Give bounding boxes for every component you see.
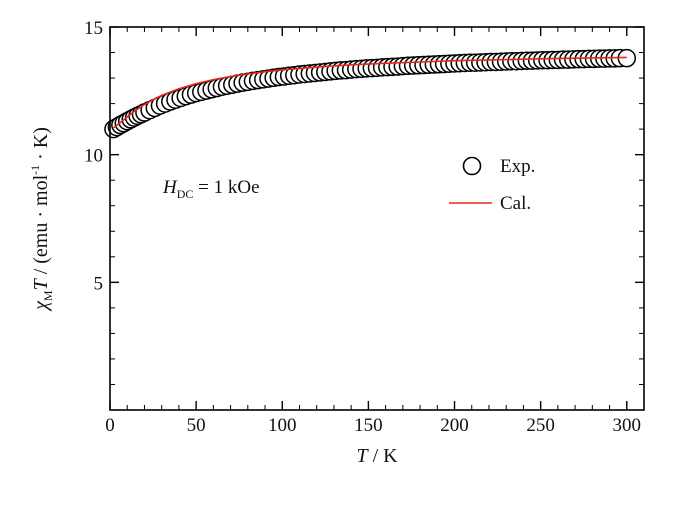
y-axis-unit-exponent: -1 — [28, 165, 42, 175]
y-tick-label: 15 — [84, 18, 103, 39]
y-tick-label: 10 — [84, 146, 103, 167]
annotation-value: = 1 kOe — [193, 177, 259, 198]
y-axis-label: χMT / (emu · mol-1 · K) — [28, 127, 55, 312]
y-axis-unit-close: · K) — [30, 127, 52, 165]
y-axis-T: T — [30, 277, 52, 290]
y-axis-chi: χ — [30, 300, 52, 312]
legend: Exp. Cal. — [449, 156, 535, 214]
x-tick-label: 50 — [187, 415, 206, 436]
x-tick-label: 0 — [105, 415, 115, 436]
cal-fit-line — [112, 56, 627, 129]
x-tick-label: 250 — [526, 415, 555, 436]
x-axis-label: T / K — [356, 445, 398, 467]
x-axis-symbol: T — [356, 445, 369, 467]
x-axis-unit: / K — [368, 445, 399, 467]
annotation-subscript: DC — [177, 187, 194, 201]
plot-area — [104, 48, 637, 139]
tick-marks — [109, 26, 644, 410]
legend-label-cal: Cal. — [500, 193, 531, 214]
tick-labels: 0 50 100 150 200 250 300 5 10 15 — [84, 18, 641, 436]
x-tick-label: 100 — [268, 415, 297, 436]
x-tick-label: 200 — [440, 415, 469, 436]
y-axis-chi-subscript: M — [41, 290, 55, 301]
y-axis-unit-open: / (emu · mol — [30, 174, 52, 279]
field-annotation: HDC = 1 kOe — [162, 177, 260, 201]
annotation-H: H — [162, 177, 178, 198]
legend-marker-exp — [462, 156, 482, 176]
y-tick-label: 5 — [94, 273, 104, 294]
plot-frame — [109, 26, 645, 411]
x-tick-label: 300 — [613, 415, 642, 436]
legend-label-exp: Exp. — [500, 156, 535, 177]
x-tick-label: 150 — [354, 415, 383, 436]
